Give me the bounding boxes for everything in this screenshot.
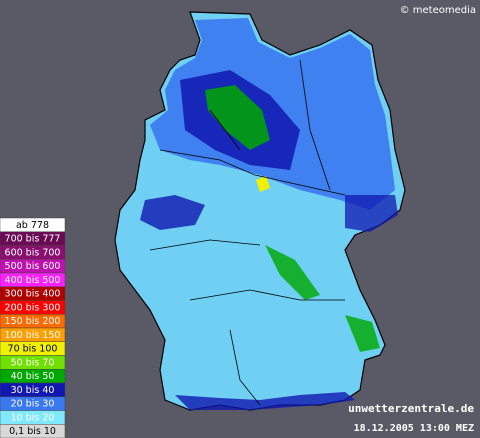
legend: ab 778 700 bis 777 600 bis 700 500 bis 600 4… [0,217,66,438]
legend-label: 100 bis 150 [5,330,61,341]
legend-label: 400 bis 500 [5,275,61,286]
bavarian-forest [345,315,380,352]
harz-peak [256,176,270,192]
germany-map [114,11,406,411]
legend-label: 600 bis 700 [5,247,61,258]
ore-mountains [265,245,320,300]
legend-label: ab 778 [16,220,49,231]
alps [175,392,355,410]
legend-label: 70 bis 100 [8,344,58,355]
legend-label: 10 bis 20 [11,412,55,423]
east-precip [345,195,398,232]
legend-label: 40 bis 50 [11,371,55,382]
state-borders [149,59,346,406]
legend-label: 500 bis 600 [5,261,61,272]
timestamp: 18.12.2005 13:00 MEZ [354,423,474,434]
legend-label: 300 bis 400 [5,289,61,300]
green-north [205,85,270,150]
copyright: © meteomedia [400,5,476,16]
legend-label: 50 bis 70 [11,357,55,368]
legend-label: 30 bis 40 [11,385,55,396]
west-precip [140,195,205,230]
legend-label: 150 bis 200 [5,316,61,327]
legend-label: 200 bis 300 [5,302,61,313]
site-label: unwetterzentrale.de [348,402,474,415]
legend-label: 700 bis 777 [5,234,61,245]
legend-label: 0,1 bis 10 [9,426,56,437]
legend-swatch [0,424,66,438]
legend-label: 20 bis 30 [11,399,55,410]
